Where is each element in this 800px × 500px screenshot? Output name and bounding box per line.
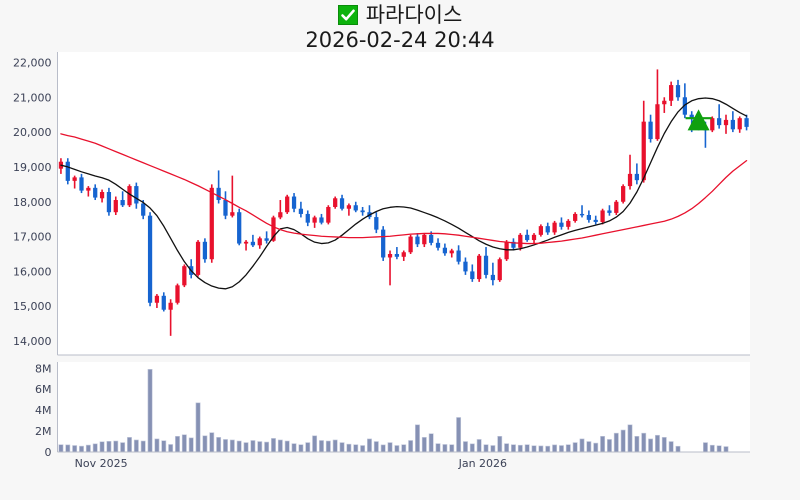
price-ytick-label: 19,000	[13, 161, 52, 174]
chart-timestamp-label: 2026-02-24 20:44	[305, 28, 495, 52]
x-tick-label: Nov 2025	[75, 457, 128, 470]
chart-axes: 14,000 15,000 16,000 17,000 18,000 19,000 20,0…	[13, 52, 750, 470]
chart-title-line: 파라다이스	[0, 0, 800, 30]
price-ytick-label: 20,000	[13, 126, 52, 139]
price-ytick-label: 22,000	[13, 56, 52, 69]
price-ytick-label: 18,000	[13, 196, 52, 209]
volume-ytick-label: 0	[45, 446, 52, 459]
green-check-icon[interactable]	[337, 5, 358, 25]
chart-title-block: 파라다이스 2026-02-24 20:44	[0, 0, 800, 51]
candlesticks	[58, 69, 749, 336]
price-ytick-label: 16,000	[13, 265, 52, 278]
volume-ytick-label: 2M	[35, 425, 52, 438]
price-ytick-label: 21,000	[13, 91, 52, 104]
volume-bars	[58, 369, 729, 453]
volume-ytick-label: 6M	[35, 383, 52, 396]
moving-average-lines	[60, 97, 748, 290]
price-ytick-label: 17,000	[13, 231, 52, 244]
buy-signal-marker	[685, 109, 712, 131]
volume-ytick-label: 8M	[35, 362, 52, 375]
x-tick-label: Jan 2026	[458, 457, 507, 470]
stock-name-label: 파라다이스	[365, 2, 463, 27]
chart-backgrounds	[57, 52, 750, 452]
price-ytick-label: 15,000	[13, 300, 52, 313]
price-ytick-label: 14,000	[13, 335, 52, 348]
volume-ytick-label: 4M	[35, 404, 52, 417]
